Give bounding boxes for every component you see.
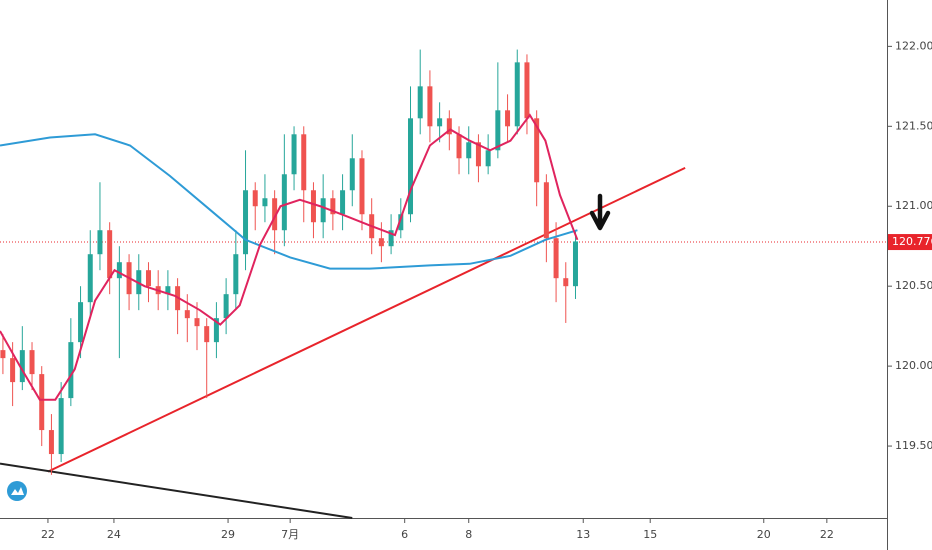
candle-body bbox=[340, 190, 346, 215]
x-tick-label: 24 bbox=[107, 528, 121, 541]
candle-body bbox=[29, 350, 35, 375]
candle-body bbox=[39, 374, 45, 431]
candle-body bbox=[543, 182, 549, 239]
x-tick-label: 29 bbox=[221, 528, 235, 541]
candle-body bbox=[359, 158, 365, 215]
candle-body bbox=[398, 214, 404, 231]
candle-body bbox=[563, 278, 569, 287]
candle-body bbox=[553, 238, 559, 279]
x-tick-label: 6 bbox=[401, 528, 408, 541]
candle-body bbox=[204, 326, 210, 343]
candle-body bbox=[97, 230, 103, 255]
candle-body bbox=[10, 358, 16, 383]
candle-body bbox=[116, 262, 122, 279]
candle-body bbox=[437, 118, 443, 127]
candle-body bbox=[505, 110, 511, 127]
candle-body bbox=[0, 350, 6, 359]
candle-body bbox=[378, 238, 384, 247]
candle-body bbox=[262, 198, 268, 207]
candle-body bbox=[87, 254, 93, 303]
candle-body bbox=[524, 62, 530, 119]
trendline bbox=[47, 166, 686, 473]
candle-body bbox=[213, 318, 219, 343]
candle-body bbox=[68, 342, 74, 399]
candle-body bbox=[194, 318, 200, 327]
candle-body bbox=[495, 110, 501, 151]
candle-body bbox=[475, 142, 481, 167]
candle-body bbox=[107, 230, 113, 279]
y-tick-label: 121.500 bbox=[895, 119, 932, 132]
candle-body bbox=[417, 86, 423, 119]
logo bbox=[7, 481, 27, 501]
candle-body bbox=[233, 254, 239, 295]
x-tick-label: 13 bbox=[576, 528, 590, 541]
x-tick-label: 7月 bbox=[281, 528, 299, 541]
y-tick-label: 119.500 bbox=[895, 439, 932, 452]
arrow-annotation bbox=[589, 193, 611, 231]
candle-body bbox=[243, 190, 249, 255]
candle-body bbox=[19, 350, 25, 383]
candle-body bbox=[301, 134, 307, 191]
candle-body bbox=[514, 62, 520, 127]
y-tick-label: 120.500 bbox=[895, 279, 932, 292]
candle-body bbox=[534, 118, 540, 183]
x-tick-label: 8 bbox=[465, 528, 472, 541]
x-tick-label: 22 bbox=[41, 528, 55, 541]
candle-body bbox=[330, 198, 336, 215]
last-price-box bbox=[888, 234, 932, 251]
candle-body bbox=[485, 150, 491, 167]
x-tick-label: 22 bbox=[820, 528, 834, 541]
y-tick-label: 121.000 bbox=[895, 199, 932, 212]
x-tick-label: 15 bbox=[643, 528, 657, 541]
candle-body bbox=[456, 134, 462, 159]
candle-body bbox=[223, 294, 229, 319]
candle-body bbox=[427, 86, 433, 127]
candle-body bbox=[408, 118, 414, 215]
y-tick-label: 122.000 bbox=[895, 39, 932, 52]
candle-body bbox=[184, 310, 190, 319]
candle-body bbox=[272, 198, 278, 231]
candle-body bbox=[252, 190, 258, 207]
candle-body bbox=[281, 174, 287, 231]
candle-body bbox=[388, 230, 394, 247]
last-price-label: 120.776 bbox=[892, 235, 932, 248]
candle-body bbox=[349, 158, 355, 191]
candle-body bbox=[291, 134, 297, 175]
candle-body bbox=[78, 302, 84, 343]
candle-body bbox=[446, 118, 452, 135]
moving-average bbox=[0, 113, 579, 401]
trendline bbox=[0, 462, 353, 519]
candle-body bbox=[48, 430, 54, 455]
candle-body bbox=[572, 241, 578, 287]
plot-area bbox=[0, 49, 887, 519]
candle-body bbox=[165, 286, 171, 295]
candle-body bbox=[320, 198, 326, 223]
candle-body bbox=[58, 398, 64, 455]
y-tick-label: 120.000 bbox=[895, 359, 932, 372]
moving-average bbox=[0, 133, 578, 270]
candle-body bbox=[145, 270, 151, 287]
candle-body bbox=[310, 190, 316, 223]
x-tick-label: 20 bbox=[757, 528, 771, 541]
candle-body bbox=[466, 142, 472, 159]
